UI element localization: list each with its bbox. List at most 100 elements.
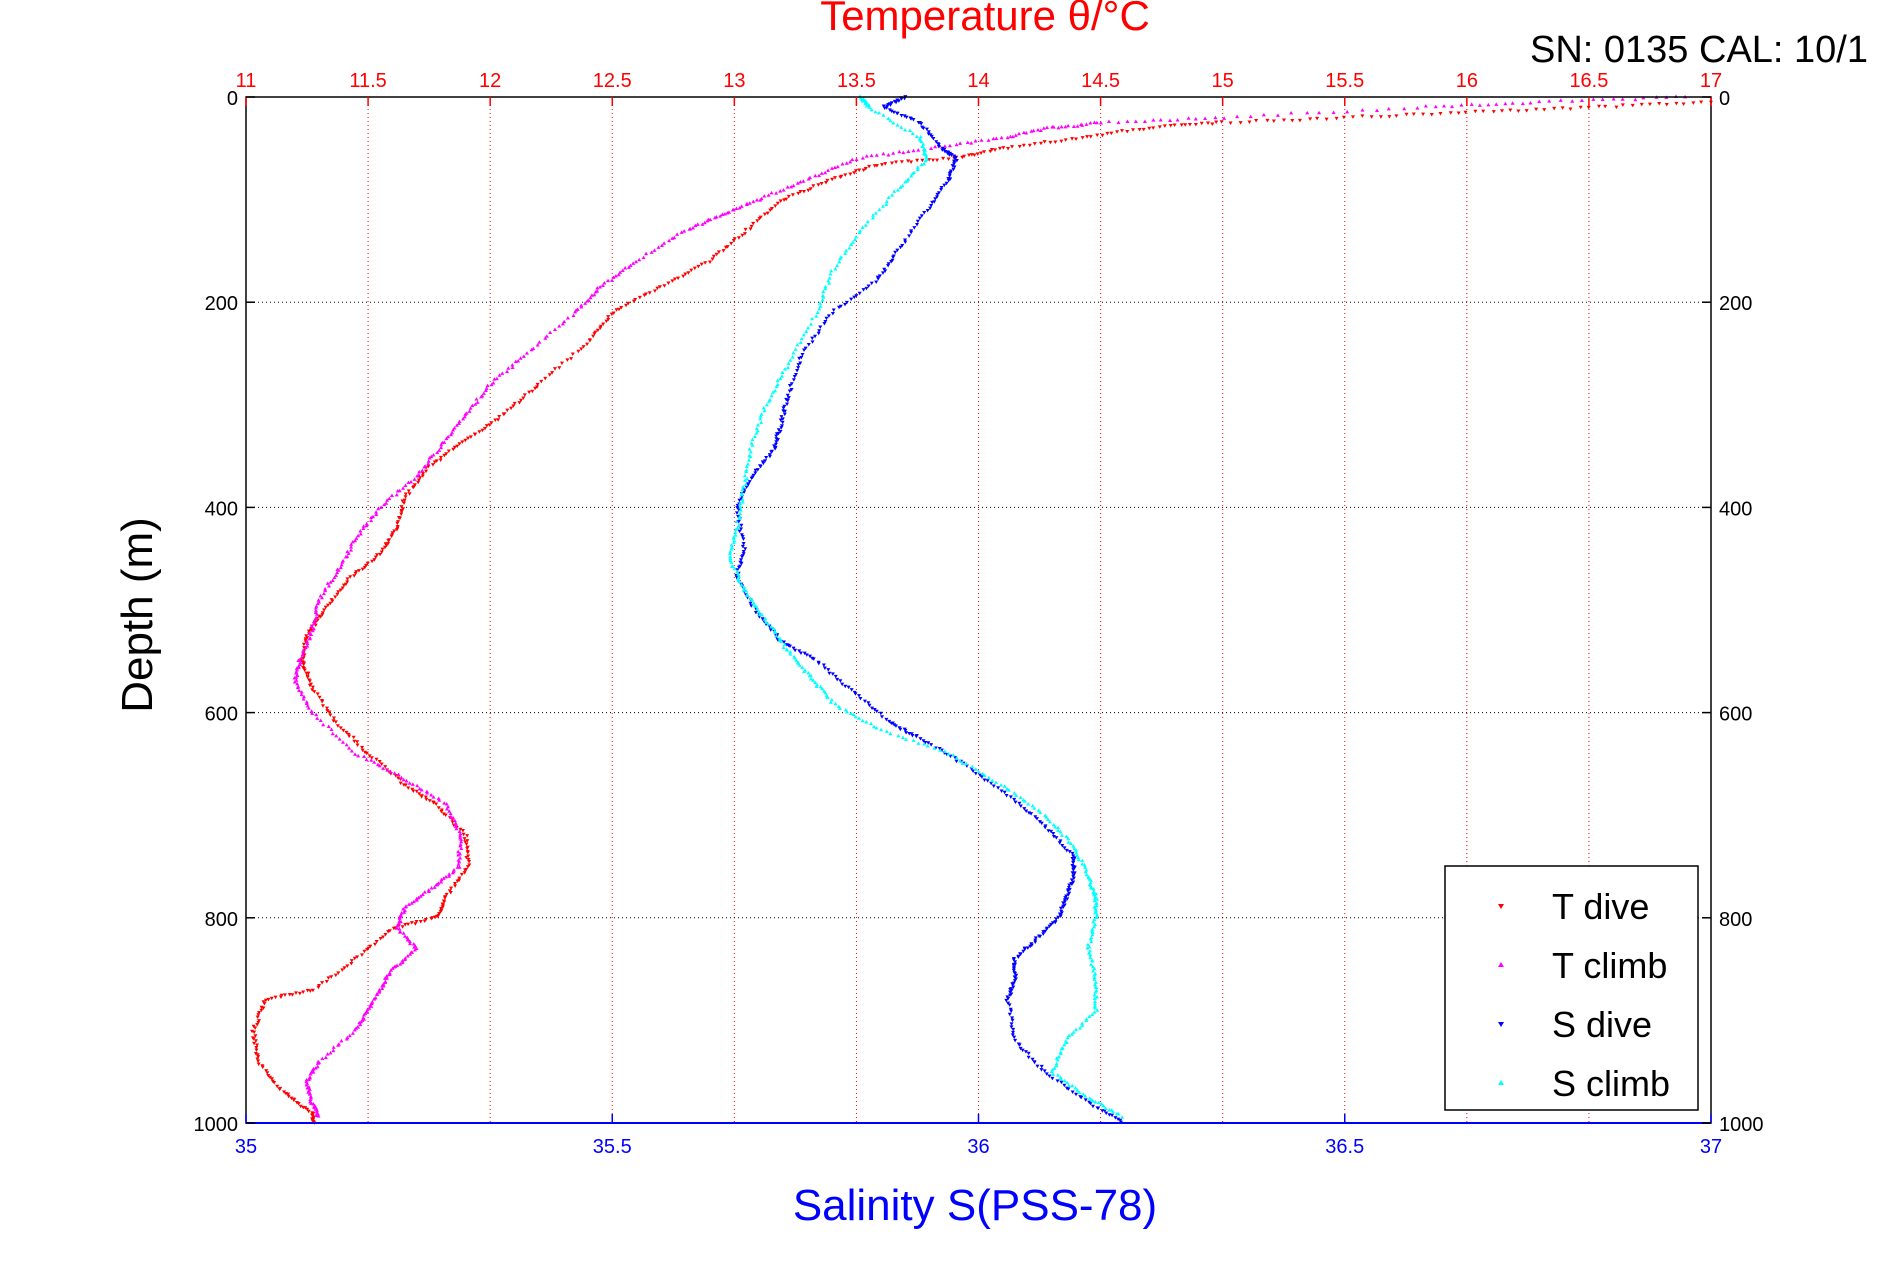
data-point bbox=[454, 826, 459, 831]
data-point bbox=[811, 184, 816, 188]
data-point bbox=[938, 748, 943, 752]
legend-box bbox=[1444, 865, 1699, 1111]
data-point bbox=[738, 508, 743, 512]
data-point bbox=[400, 960, 405, 965]
data-point bbox=[741, 542, 746, 546]
data-point bbox=[1090, 964, 1095, 969]
data-point bbox=[1058, 829, 1063, 834]
data-point bbox=[969, 141, 974, 145]
data-point bbox=[737, 514, 742, 519]
data-point bbox=[535, 343, 540, 347]
data-point bbox=[323, 588, 328, 593]
data-point bbox=[873, 109, 878, 114]
data-point bbox=[364, 757, 369, 762]
data-point bbox=[424, 797, 429, 802]
data-point bbox=[775, 378, 780, 383]
data-point bbox=[782, 198, 787, 202]
data-point bbox=[344, 742, 349, 747]
data-point bbox=[571, 313, 576, 318]
data-point bbox=[417, 786, 422, 791]
data-point bbox=[462, 837, 467, 841]
data-point bbox=[989, 781, 994, 786]
data-point bbox=[740, 535, 745, 539]
data-point bbox=[253, 1039, 258, 1043]
data-point bbox=[869, 153, 874, 158]
data-point bbox=[931, 137, 936, 141]
data-point bbox=[821, 663, 826, 668]
data-point bbox=[468, 406, 473, 410]
data-point bbox=[947, 143, 952, 148]
data-point bbox=[417, 792, 422, 796]
data-point bbox=[412, 945, 417, 949]
data-point bbox=[828, 700, 833, 704]
data-point bbox=[916, 148, 921, 152]
data-point bbox=[473, 402, 478, 406]
data-point bbox=[315, 716, 320, 720]
data-point bbox=[791, 183, 796, 188]
legend-marker bbox=[1498, 904, 1504, 909]
data-point bbox=[294, 1101, 299, 1105]
data-point bbox=[1179, 123, 1184, 127]
data-point bbox=[1092, 977, 1097, 981]
data-point bbox=[825, 695, 830, 700]
data-point bbox=[533, 386, 538, 391]
data-point bbox=[1360, 108, 1365, 112]
data-point bbox=[912, 226, 917, 230]
data-point bbox=[647, 291, 652, 295]
data-point bbox=[935, 158, 940, 163]
data-point bbox=[738, 501, 743, 506]
data-point bbox=[287, 993, 292, 997]
data-point bbox=[1084, 122, 1089, 126]
data-point bbox=[1210, 122, 1215, 127]
data-point bbox=[329, 975, 334, 979]
data-point bbox=[398, 919, 403, 924]
data-point bbox=[872, 708, 877, 712]
data-point bbox=[388, 968, 393, 972]
data-point bbox=[447, 809, 452, 813]
data-point bbox=[949, 153, 954, 158]
data-point bbox=[373, 555, 378, 560]
data-point bbox=[344, 730, 349, 735]
data-point bbox=[339, 562, 344, 567]
data-point bbox=[899, 97, 904, 101]
data-point bbox=[849, 242, 854, 247]
data-point bbox=[1094, 901, 1099, 906]
data-point bbox=[780, 370, 785, 374]
data-point bbox=[831, 308, 836, 313]
data-point bbox=[328, 601, 333, 606]
data-point bbox=[1477, 103, 1482, 107]
data-point bbox=[489, 382, 494, 387]
data-point bbox=[475, 400, 480, 404]
data-point bbox=[1091, 887, 1096, 891]
data-point bbox=[256, 1013, 261, 1017]
data-point bbox=[435, 450, 440, 454]
data-point bbox=[379, 550, 384, 555]
data-point bbox=[1579, 98, 1584, 103]
data-point bbox=[314, 604, 319, 608]
data-point bbox=[565, 316, 570, 320]
data-point bbox=[744, 588, 749, 593]
data-point bbox=[1066, 1087, 1071, 1091]
data-point bbox=[953, 156, 958, 161]
data-point bbox=[415, 474, 420, 478]
data-point bbox=[505, 408, 510, 413]
data-point bbox=[345, 580, 350, 584]
data-point bbox=[925, 744, 930, 748]
data-point bbox=[817, 329, 822, 333]
data-point bbox=[758, 414, 763, 418]
data-point bbox=[806, 188, 811, 193]
data-point bbox=[254, 1046, 259, 1050]
data-point bbox=[808, 187, 813, 191]
data-point bbox=[1281, 118, 1286, 123]
data-point bbox=[449, 886, 454, 891]
data-point bbox=[736, 565, 741, 570]
data-point bbox=[447, 874, 452, 878]
data-point bbox=[782, 409, 787, 414]
data-point bbox=[890, 255, 895, 260]
data-point bbox=[453, 824, 458, 828]
data-point bbox=[365, 561, 370, 566]
data-point bbox=[903, 179, 908, 184]
data-point bbox=[1568, 107, 1573, 111]
data-point bbox=[310, 628, 315, 633]
data-point bbox=[374, 510, 379, 514]
